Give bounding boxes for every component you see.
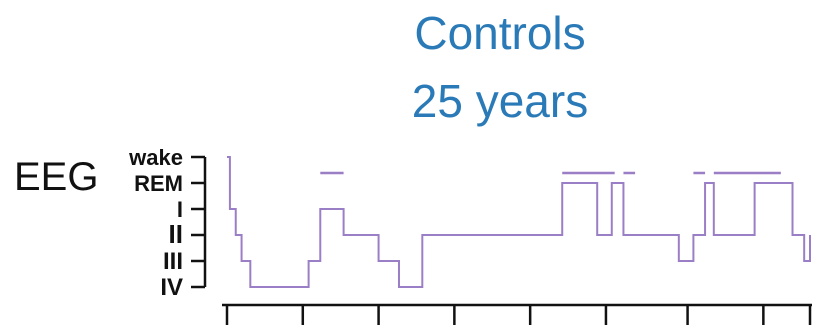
chart-title-line-2: 25 years (411, 75, 589, 127)
hypnogram-line (227, 156, 811, 288)
y-tick-label-iii: III (163, 248, 183, 275)
y-tick-label-rem: REM (134, 171, 183, 196)
y-tick-label-i: I (177, 197, 183, 222)
y-tick-label-iv: IV (160, 274, 183, 301)
y-axis-label: EEG (14, 155, 99, 199)
y-tick-label-wake: wake (128, 145, 183, 170)
y-tick-label-ii: II (169, 219, 183, 249)
chart-title-line-1: Controls (414, 7, 586, 59)
